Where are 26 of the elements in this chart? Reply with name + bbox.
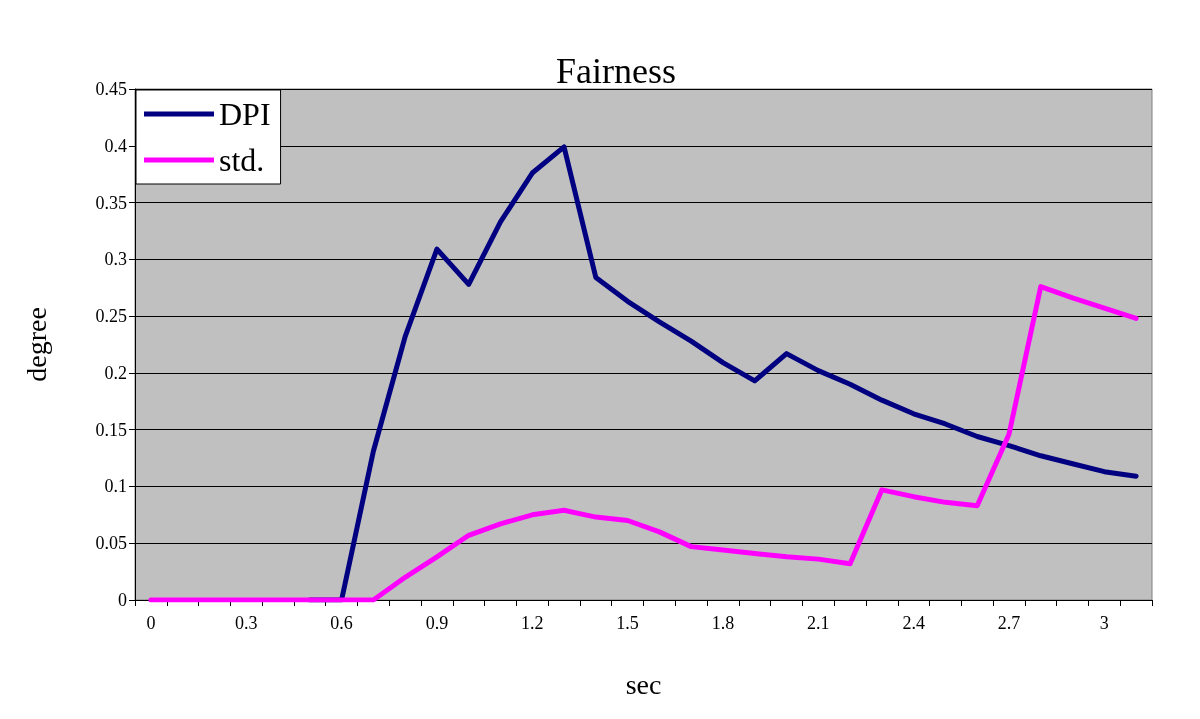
x-tick-label: 2.4	[902, 613, 925, 633]
y-tick-label: 0.3	[104, 249, 127, 270]
x-tick-label: 3	[1099, 613, 1109, 633]
y-tick-label: 0.35	[95, 192, 127, 213]
x-tick-label: 2.7	[997, 613, 1021, 633]
x-tick-label: 1.5	[616, 613, 639, 633]
y-axis-title: degree	[20, 307, 52, 382]
y-tick-label: 0.45	[95, 79, 127, 99]
x-tick-label: 0.6	[330, 613, 353, 633]
x-tick-label: 2.1	[807, 613, 830, 633]
y-tick-label: 0	[118, 590, 127, 610]
x-axis-title: sec	[625, 668, 662, 700]
y-tick-label: 0.25	[95, 306, 127, 327]
y-tick-label: 0.15	[95, 419, 127, 440]
y-tick-label: 0.05	[95, 533, 127, 554]
legend-label: std.	[219, 142, 265, 178]
x-tick-label: 1.8	[711, 613, 735, 633]
legend-label: DPI	[219, 96, 271, 132]
x-tick-label: 0	[146, 613, 156, 633]
y-tick-label: 0.4	[104, 135, 127, 156]
x-tick-label: 1.2	[521, 613, 544, 633]
x-tick-label: 0.3	[234, 613, 258, 633]
y-tick-label: 0.1	[104, 476, 127, 497]
x-tick-label: 0.9	[425, 613, 449, 633]
chart-title: Fairness	[556, 51, 676, 91]
y-tick-label: 0.2	[104, 362, 127, 383]
